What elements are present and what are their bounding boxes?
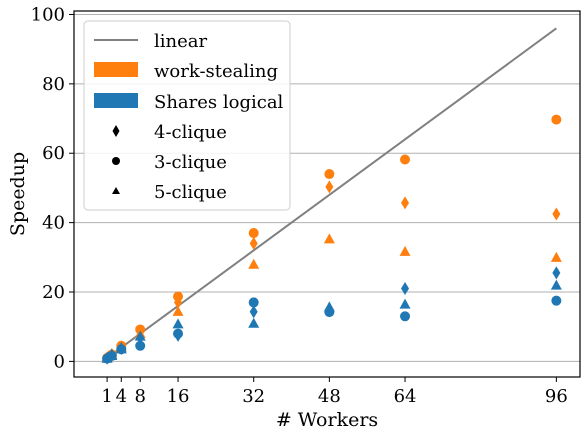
legend-4-clique-diamond-icon (112, 125, 120, 137)
legend-3-clique-label: 3-clique (154, 152, 227, 173)
legend-work-stealing-label: work-stealing (154, 61, 278, 82)
point-shares-logical-5-clique-x64 (399, 298, 411, 309)
x-tick-label-4: 4 (116, 386, 127, 407)
point-work-stealing-5-clique-x32 (248, 258, 260, 269)
legend-5-clique-label: 5-clique (154, 182, 227, 203)
legend-5-clique-triangle-icon (112, 187, 120, 194)
point-shares-logical-5-clique-x2 (106, 349, 118, 360)
point-shares-logical-5-clique-x96 (550, 279, 562, 290)
legend-linear-label: linear (154, 31, 207, 52)
point-shares-logical-5-clique-x32 (248, 317, 260, 328)
x-axis-ticks: 1 4 8 16 32 48 64 96 (101, 377, 568, 407)
point-shares-logical-3-clique-x64 (400, 311, 411, 322)
legend-4-clique-label: 4-clique (154, 122, 227, 143)
point-work-stealing-5-clique-x48 (323, 233, 335, 244)
point-shares-logical-5-clique-x1 (101, 352, 113, 363)
point-work-stealing-4-clique-x96 (552, 207, 561, 221)
y-tick-label-0: 0 (54, 351, 65, 372)
data-markers-layer (101, 114, 562, 365)
point-work-stealing-3-clique-x48 (324, 169, 335, 180)
legend: linear work-stealing Shares logical 4-cl… (83, 20, 291, 211)
point-work-stealing-4-clique-x32 (249, 236, 258, 250)
x-tick-label-32: 32 (242, 386, 265, 407)
point-work-stealing-3-clique-x96 (551, 114, 562, 125)
point-shares-logical-5-clique-x48 (323, 301, 335, 312)
y-axis-ticks: 0 20 40 60 80 100 (31, 4, 74, 372)
point-shares-logical-3-clique-x32 (248, 297, 259, 308)
plot-area-frame (73, 10, 581, 378)
point-shares-logical-5-clique-x8 (134, 330, 146, 341)
point-shares-logical-5-clique-x16 (172, 318, 184, 329)
x-tick-label-64: 64 (394, 386, 417, 407)
point-shares-logical-4-clique-x64 (401, 282, 410, 296)
y-tick-label-60: 60 (42, 143, 65, 164)
point-work-stealing-4-clique-x48 (325, 180, 334, 194)
x-tick-label-8: 8 (134, 386, 145, 407)
point-shares-logical-4-clique-x32 (249, 305, 258, 319)
point-shares-logical-4-clique-x96 (552, 266, 561, 280)
point-work-stealing-5-clique-x16 (172, 305, 184, 316)
y-tick-label-80: 80 (42, 74, 65, 95)
y-tick-label-100: 100 (31, 4, 65, 25)
legend-work-stealing-swatch (94, 62, 138, 77)
point-shares-logical-3-clique-x96 (551, 295, 562, 306)
point-work-stealing-4-clique-x16 (174, 295, 183, 309)
point-shares-logical-3-clique-x8 (135, 340, 146, 351)
point-work-stealing-3-clique-x64 (400, 154, 411, 165)
y-tick-label-20: 20 (42, 282, 65, 303)
point-work-stealing-3-clique-x32 (248, 228, 259, 239)
legend-3-clique-circle-icon (112, 157, 120, 165)
y-axis-title: Speedup (7, 152, 29, 236)
point-work-stealing-5-clique-x96 (550, 251, 562, 262)
x-axis-title: # Workers (276, 409, 378, 431)
legend-shares-logical-label: Shares logical (154, 92, 284, 113)
point-shares-logical-4-clique-x16 (174, 328, 183, 342)
x-tick-label-1: 1 (101, 386, 112, 407)
x-tick-label-48: 48 (318, 386, 341, 407)
x-tick-label-16: 16 (167, 386, 190, 407)
y-tick-label-40: 40 (42, 213, 65, 234)
point-work-stealing-4-clique-x64 (401, 196, 410, 210)
x-tick-label-96: 96 (545, 386, 568, 407)
point-shares-logical-5-clique-x4 (115, 343, 127, 354)
point-work-stealing-5-clique-x64 (399, 245, 411, 256)
legend-shares-logical-swatch (94, 93, 138, 108)
